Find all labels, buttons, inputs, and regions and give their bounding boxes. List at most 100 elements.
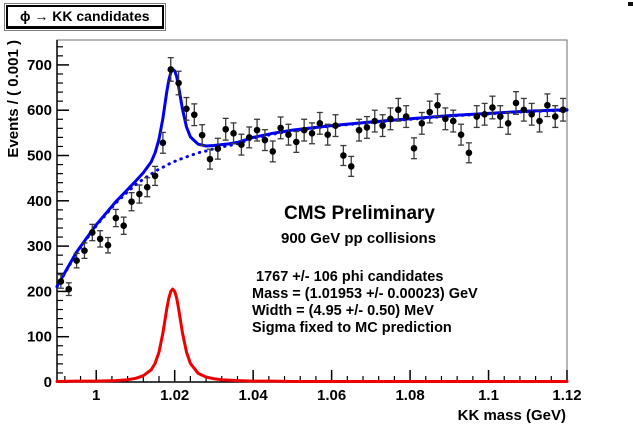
data-point (198, 124, 206, 147)
data-point (559, 97, 567, 122)
data-marker (96, 235, 104, 243)
data-point (245, 126, 253, 149)
data-marker (324, 131, 331, 138)
data-point (387, 107, 394, 131)
x-tick-label: 1.12 (552, 387, 581, 404)
data-point (191, 103, 198, 127)
data-marker (387, 115, 394, 123)
data-marker (512, 99, 520, 107)
data-points-layer (57, 57, 567, 297)
data-marker (449, 117, 457, 125)
data-point (136, 184, 143, 204)
data-point (214, 137, 222, 160)
data-point (285, 123, 292, 146)
data-marker (481, 110, 488, 118)
x-tick-label: 1.1 (478, 387, 499, 404)
data-marker (347, 163, 355, 170)
data-marker (261, 136, 269, 144)
data-marker (489, 104, 496, 111)
data-marker (136, 190, 143, 198)
data-marker (175, 79, 182, 87)
corner-mark (628, 2, 633, 6)
data-point (316, 111, 324, 135)
data-point (371, 109, 379, 133)
data-point (489, 95, 496, 120)
data-marker (81, 247, 88, 254)
data-marker (222, 125, 229, 133)
stats-line-width: Width = (4.95 +/- 0.50) MeV (252, 303, 434, 319)
data-point (308, 122, 316, 145)
x-tick-label: 1.08 (395, 387, 424, 404)
signal-curve (55, 287, 569, 383)
data-point (57, 273, 65, 289)
data-marker (457, 131, 465, 138)
data-marker (104, 241, 112, 249)
data-marker (191, 111, 198, 119)
fit-curves-layer (55, 67, 569, 383)
data-marker (465, 149, 473, 157)
data-point (457, 123, 465, 146)
data-marker (230, 130, 237, 137)
data-point (277, 116, 284, 140)
data-point (504, 111, 512, 135)
data-marker (238, 141, 245, 148)
data-marker (497, 113, 504, 120)
data-point (65, 282, 73, 297)
data-point (89, 223, 96, 242)
data-point (324, 123, 331, 146)
data-point (481, 102, 488, 126)
data-point (206, 148, 214, 170)
data-point (512, 90, 520, 115)
data-marker (285, 131, 292, 138)
y-tick-label: 700 (27, 57, 52, 74)
data-marker (340, 152, 347, 159)
data-marker (371, 117, 379, 125)
cms-preliminary-label: CMS Preliminary (284, 203, 435, 224)
data-point (175, 70, 182, 96)
data-point (551, 105, 559, 129)
data-point (355, 118, 363, 142)
data-marker (536, 117, 543, 125)
data-point (143, 177, 151, 198)
x-tick-label: 1.04 (239, 387, 269, 404)
data-marker (206, 155, 214, 163)
data-marker (253, 126, 261, 134)
x-tick-label: 1.06 (317, 387, 346, 404)
data-point (520, 97, 528, 122)
data-marker (245, 134, 253, 141)
data-marker (308, 130, 316, 137)
data-point (167, 57, 175, 82)
data-marker (214, 145, 222, 153)
data-marker (520, 106, 528, 114)
data-marker (559, 106, 567, 114)
data-marker (504, 120, 512, 127)
data-point (426, 100, 433, 124)
data-point (261, 129, 269, 152)
data-point (536, 109, 543, 133)
data-marker (332, 122, 339, 129)
data-marker (65, 285, 73, 293)
data-marker (73, 257, 80, 264)
data-point (222, 117, 229, 141)
data-point (293, 130, 300, 153)
data-marker (269, 148, 277, 155)
data-point (81, 242, 88, 259)
data-point (544, 93, 551, 118)
y-tick-label: 600 (27, 102, 52, 119)
data-marker (402, 113, 410, 120)
data-marker (395, 106, 402, 114)
y-tick-label: 300 (27, 238, 52, 255)
data-point (332, 114, 339, 138)
x-axis-title: KK mass (GeV) (458, 407, 566, 424)
data-point (253, 118, 261, 142)
y-tick-label: 0 (44, 374, 52, 391)
data-point (395, 97, 402, 122)
data-point (449, 109, 457, 133)
y-tick-label: 400 (27, 193, 52, 210)
data-marker (112, 214, 120, 222)
data-marker (128, 198, 135, 206)
data-marker (300, 126, 308, 134)
data-point (363, 115, 371, 139)
data-point (73, 252, 80, 269)
